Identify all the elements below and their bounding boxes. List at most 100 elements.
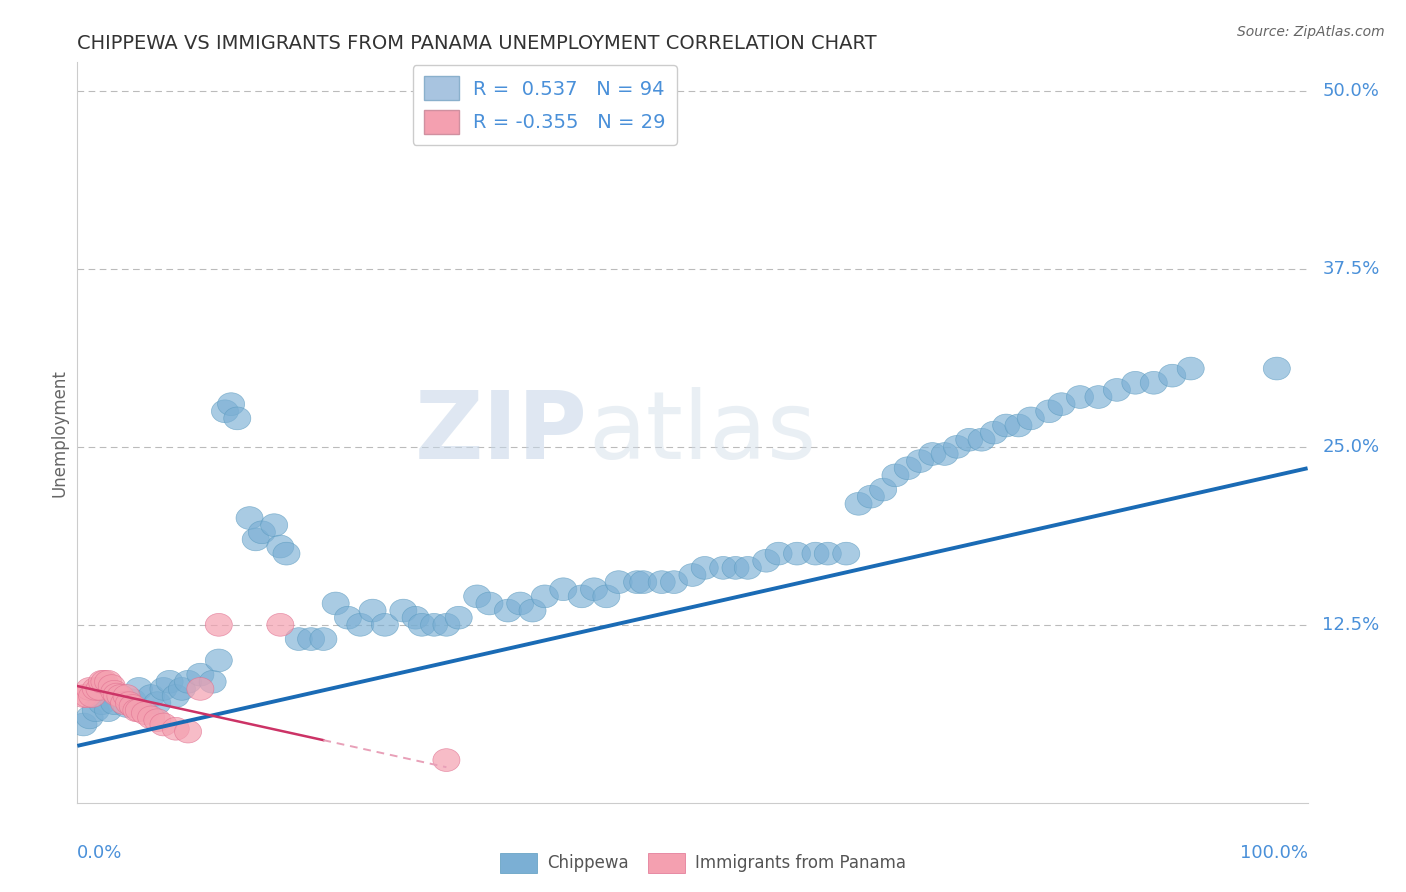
Ellipse shape <box>679 564 706 586</box>
Ellipse shape <box>433 614 460 636</box>
Ellipse shape <box>882 464 910 487</box>
Ellipse shape <box>156 671 183 693</box>
Ellipse shape <box>224 407 250 430</box>
Ellipse shape <box>205 649 232 672</box>
Ellipse shape <box>94 698 122 722</box>
Ellipse shape <box>125 698 152 722</box>
Ellipse shape <box>285 628 312 650</box>
Ellipse shape <box>433 748 460 772</box>
Ellipse shape <box>298 628 325 650</box>
Ellipse shape <box>531 585 558 607</box>
Ellipse shape <box>103 683 131 706</box>
Ellipse shape <box>475 592 503 615</box>
Ellipse shape <box>1263 357 1291 380</box>
Ellipse shape <box>200 671 226 693</box>
Ellipse shape <box>993 414 1019 437</box>
Ellipse shape <box>143 692 172 714</box>
Text: ZIP: ZIP <box>415 386 588 479</box>
Ellipse shape <box>402 607 429 629</box>
Ellipse shape <box>322 592 349 615</box>
Legend: R =  0.537   N = 94, R = -0.355   N = 29: R = 0.537 N = 94, R = -0.355 N = 29 <box>412 65 678 145</box>
Ellipse shape <box>420 614 447 636</box>
Ellipse shape <box>98 674 125 698</box>
Ellipse shape <box>335 607 361 629</box>
Ellipse shape <box>752 549 780 572</box>
Ellipse shape <box>187 664 214 686</box>
Ellipse shape <box>94 671 122 693</box>
Ellipse shape <box>495 599 522 622</box>
Ellipse shape <box>82 678 110 700</box>
Ellipse shape <box>174 671 201 693</box>
Ellipse shape <box>267 614 294 636</box>
Ellipse shape <box>710 557 737 579</box>
Ellipse shape <box>956 428 983 451</box>
Ellipse shape <box>845 492 872 516</box>
Ellipse shape <box>132 702 159 724</box>
Text: 37.5%: 37.5% <box>1323 260 1379 278</box>
Ellipse shape <box>101 692 128 714</box>
Ellipse shape <box>605 571 633 593</box>
Text: 25.0%: 25.0% <box>1323 438 1379 456</box>
Ellipse shape <box>79 685 105 707</box>
Ellipse shape <box>70 713 97 736</box>
Ellipse shape <box>162 685 190 707</box>
Ellipse shape <box>581 578 607 600</box>
Ellipse shape <box>73 685 101 707</box>
Ellipse shape <box>309 628 337 650</box>
Ellipse shape <box>371 614 398 636</box>
Ellipse shape <box>115 692 142 714</box>
Ellipse shape <box>150 713 177 736</box>
Ellipse shape <box>101 681 128 703</box>
Ellipse shape <box>249 521 276 543</box>
Ellipse shape <box>801 542 830 565</box>
Ellipse shape <box>125 678 152 700</box>
Ellipse shape <box>70 685 97 707</box>
Ellipse shape <box>138 706 165 729</box>
Ellipse shape <box>112 695 141 717</box>
Text: CHIPPEWA VS IMMIGRANTS FROM PANAMA UNEMPLOYMENT CORRELATION CHART: CHIPPEWA VS IMMIGRANTS FROM PANAMA UNEMP… <box>77 34 877 53</box>
Text: 0.0%: 0.0% <box>77 844 122 862</box>
Ellipse shape <box>832 542 860 565</box>
Ellipse shape <box>260 514 288 537</box>
Ellipse shape <box>661 571 688 593</box>
Ellipse shape <box>1047 392 1076 416</box>
Ellipse shape <box>211 400 239 423</box>
Ellipse shape <box>765 542 792 565</box>
Ellipse shape <box>783 542 811 565</box>
Ellipse shape <box>648 571 675 593</box>
Ellipse shape <box>89 692 115 714</box>
Ellipse shape <box>267 535 294 558</box>
Ellipse shape <box>1177 357 1205 380</box>
Ellipse shape <box>347 614 374 636</box>
Y-axis label: Unemployment: Unemployment <box>51 368 69 497</box>
Ellipse shape <box>112 685 141 707</box>
Ellipse shape <box>143 709 172 731</box>
Text: 50.0%: 50.0% <box>1323 82 1379 100</box>
Ellipse shape <box>76 678 103 700</box>
Text: 100.0%: 100.0% <box>1240 844 1308 862</box>
Ellipse shape <box>169 678 195 700</box>
Ellipse shape <box>1159 364 1185 387</box>
Legend: Chippewa, Immigrants from Panama: Chippewa, Immigrants from Panama <box>494 847 912 880</box>
Ellipse shape <box>242 528 270 550</box>
Ellipse shape <box>174 720 201 743</box>
Ellipse shape <box>920 442 946 466</box>
Ellipse shape <box>943 435 970 458</box>
Ellipse shape <box>624 571 651 593</box>
Ellipse shape <box>907 450 934 473</box>
Ellipse shape <box>107 685 134 707</box>
Ellipse shape <box>1104 378 1130 401</box>
Ellipse shape <box>630 571 657 593</box>
Ellipse shape <box>1005 414 1032 437</box>
Ellipse shape <box>76 706 103 729</box>
Ellipse shape <box>870 478 897 501</box>
Ellipse shape <box>205 614 232 636</box>
Ellipse shape <box>111 692 138 714</box>
Ellipse shape <box>980 421 1008 444</box>
Ellipse shape <box>120 695 146 717</box>
Ellipse shape <box>506 592 534 615</box>
Ellipse shape <box>122 698 150 722</box>
Ellipse shape <box>464 585 491 607</box>
Ellipse shape <box>408 614 436 636</box>
Ellipse shape <box>593 585 620 607</box>
